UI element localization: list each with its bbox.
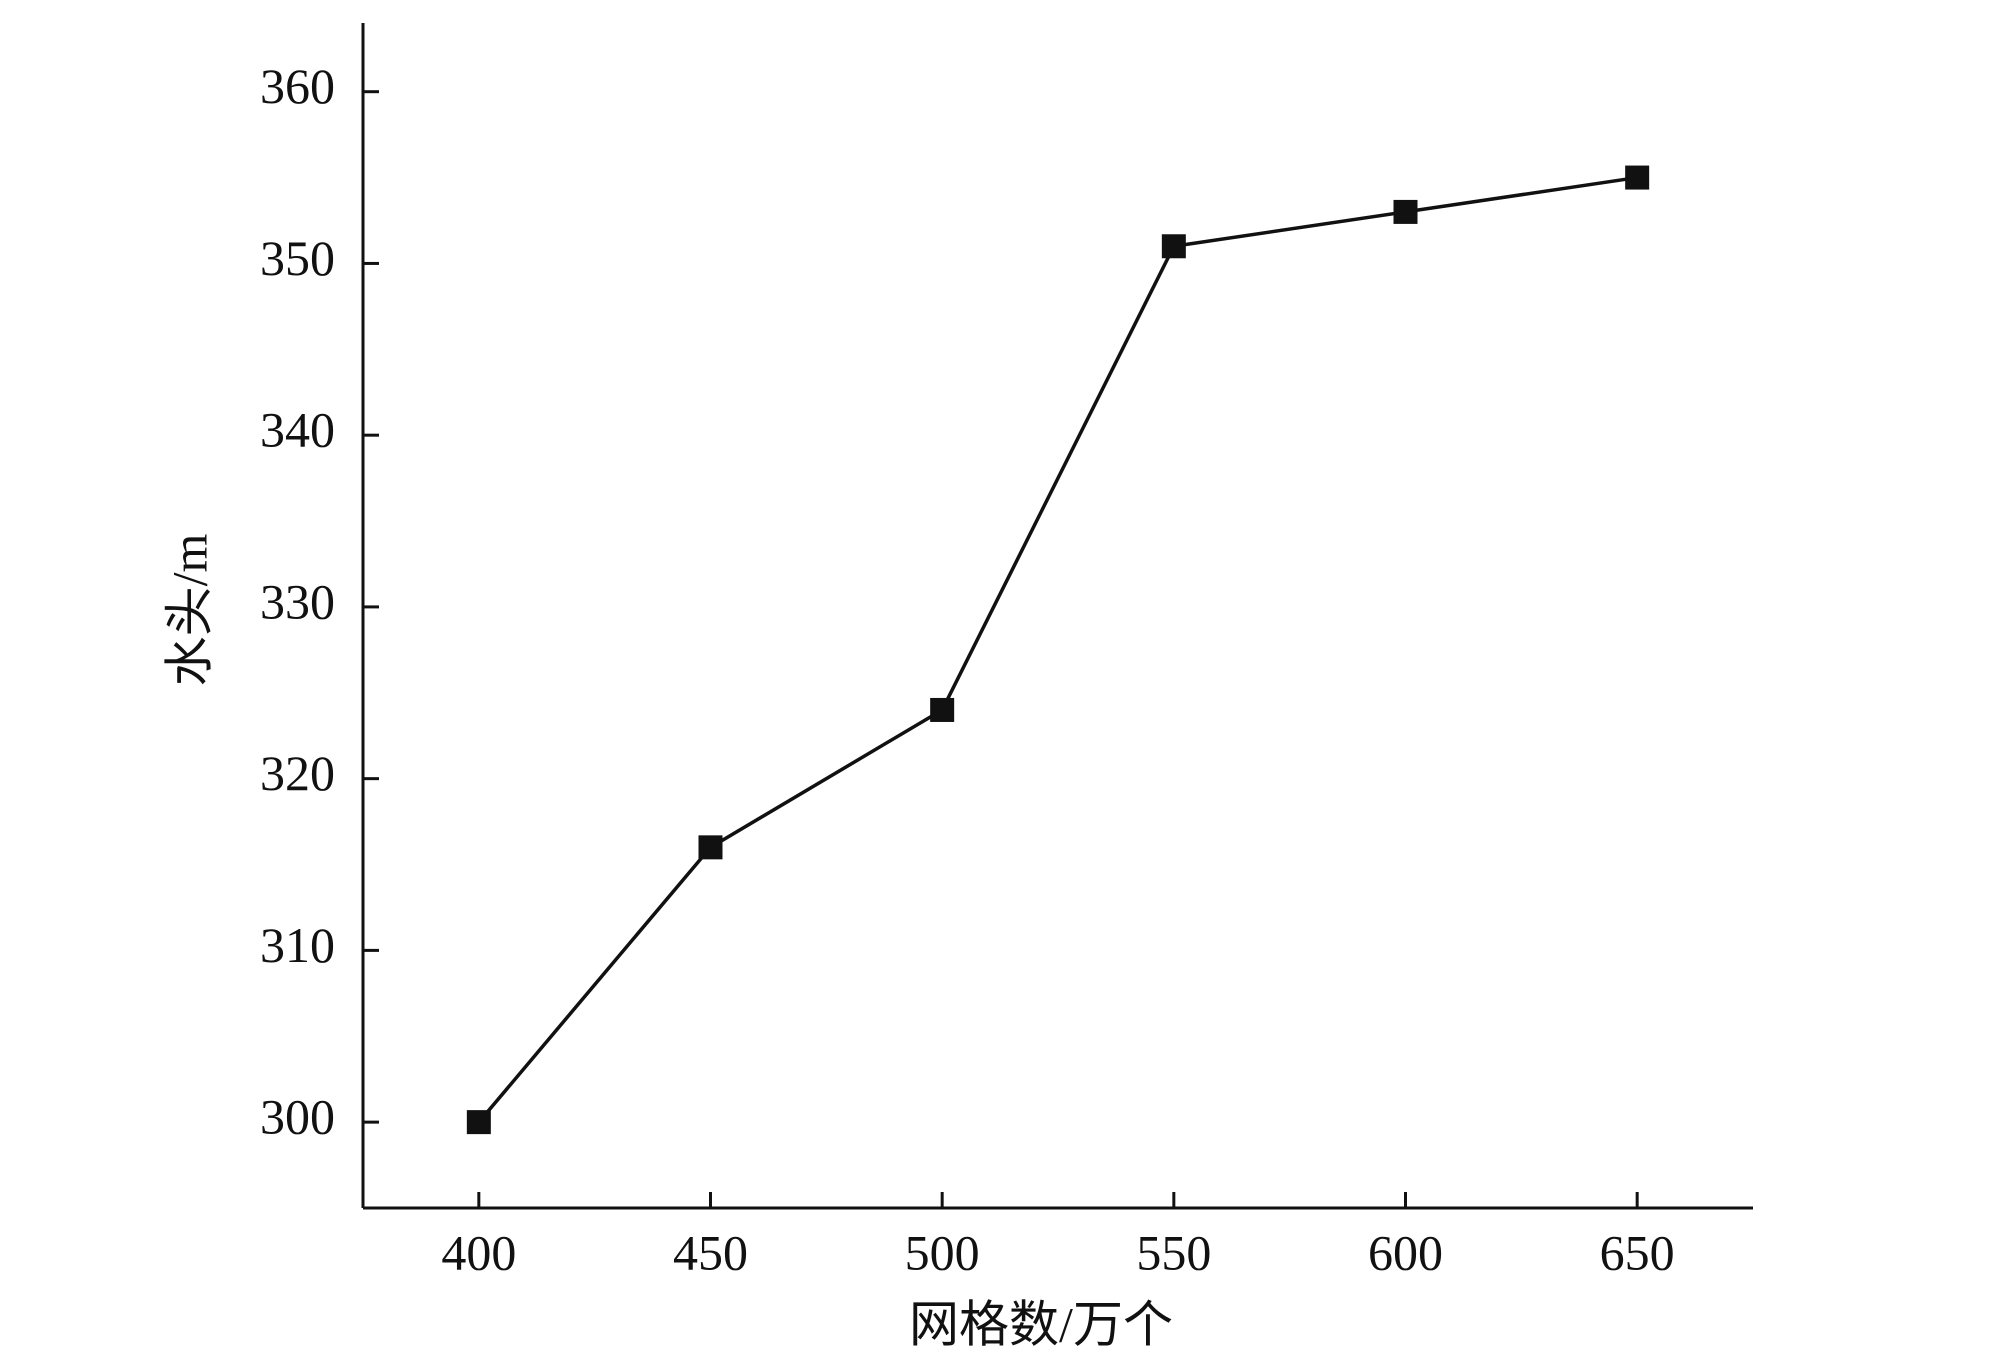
y-tick-label: 300 <box>260 1089 335 1145</box>
marker <box>930 697 955 722</box>
x-tick-label: 600 <box>1368 1224 1443 1280</box>
x-axis-label: 网格数/万个 <box>909 1296 1173 1352</box>
y-tick-label: 350 <box>260 230 335 286</box>
y-tick-label: 330 <box>260 573 335 629</box>
x-tick-label: 450 <box>673 1224 748 1280</box>
y-tick-label: 310 <box>260 917 335 973</box>
y-tick-label: 360 <box>260 58 335 114</box>
x-tick-label: 500 <box>905 1224 980 1280</box>
x-tick-label: 400 <box>441 1224 516 1280</box>
y-tick-label: 340 <box>260 402 335 458</box>
x-tick-label: 650 <box>1600 1224 1675 1280</box>
marker <box>1393 199 1418 224</box>
marker <box>698 835 723 860</box>
marker <box>1625 165 1650 190</box>
marker <box>466 1110 491 1135</box>
y-tick-label: 320 <box>260 745 335 801</box>
y-axis-label: 水头/m <box>161 534 217 687</box>
line <box>477 175 1638 1124</box>
marker <box>1161 234 1186 259</box>
x-tick-label: 550 <box>1136 1224 1211 1280</box>
